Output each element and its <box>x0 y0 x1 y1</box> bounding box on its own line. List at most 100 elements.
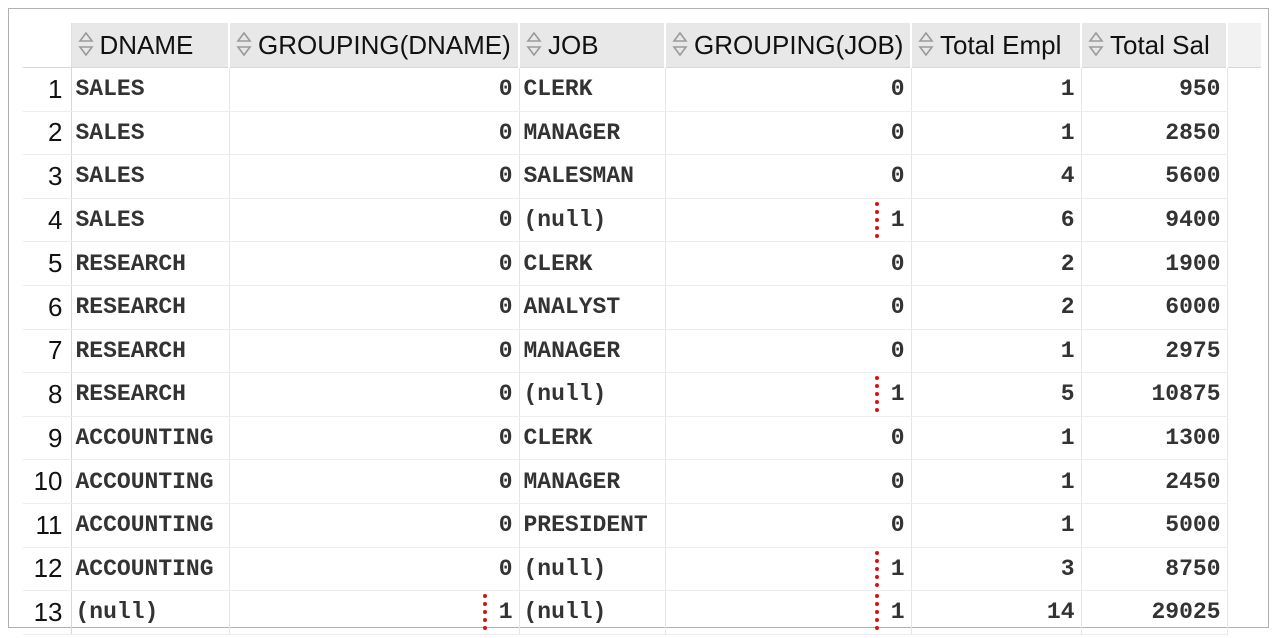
row-number[interactable]: 4 <box>23 198 72 243</box>
cell-grouping-job[interactable]: 1 <box>665 547 912 592</box>
cell-job[interactable]: (null) <box>519 547 666 592</box>
sort-updown-icon[interactable] <box>77 31 94 57</box>
cell-job[interactable]: ANALYST <box>519 285 666 330</box>
cell-job[interactable]: (null) <box>519 590 666 635</box>
cell-grouping-dname[interactable]: 0 <box>229 416 520 461</box>
cell-total-empl[interactable]: 1 <box>911 503 1082 548</box>
cell-grouping-dname[interactable]: 0 <box>229 503 520 548</box>
cell-total-empl[interactable]: 2 <box>911 241 1082 286</box>
cell-total-sal[interactable]: 2850 <box>1081 111 1228 156</box>
row-number[interactable]: 7 <box>23 329 72 374</box>
cell-grouping-dname[interactable]: 0 <box>229 329 520 374</box>
cell-total-sal[interactable]: 2975 <box>1081 329 1228 374</box>
cell-total-sal[interactable]: 1300 <box>1081 416 1228 461</box>
cell-grouping-dname[interactable]: 0 <box>229 154 520 199</box>
cell-total-empl[interactable]: 6 <box>911 198 1082 243</box>
table-row[interactable]: 11 ACCOUNTING 0 PRESIDENT 0 1 5000 <box>23 503 1261 548</box>
table-row[interactable]: 4 SALES 0 (null) 1 6 9400 <box>23 198 1261 243</box>
cell-total-sal[interactable]: 950 <box>1081 67 1228 112</box>
cell-job[interactable]: MANAGER <box>519 459 666 504</box>
cell-total-sal[interactable]: 1900 <box>1081 241 1228 286</box>
sort-updown-icon[interactable] <box>672 31 688 57</box>
row-number[interactable]: 8 <box>23 372 72 417</box>
cell-grouping-dname[interactable]: 0 <box>229 547 520 592</box>
row-number[interactable]: 5 <box>23 241 72 286</box>
cell-total-empl[interactable]: 4 <box>911 154 1082 199</box>
table-row[interactable]: 5 RESEARCH 0 CLERK 0 2 1900 <box>23 241 1261 286</box>
cell-total-empl[interactable]: 5 <box>911 372 1082 417</box>
cell-grouping-job[interactable]: 0 <box>665 67 912 112</box>
cell-grouping-job[interactable]: 0 <box>665 459 912 504</box>
cell-total-empl[interactable]: 14 <box>911 590 1082 635</box>
row-number[interactable]: 13 <box>23 590 72 635</box>
table-row[interactable]: 6 RESEARCH 0 ANALYST 0 2 6000 <box>23 285 1261 330</box>
sort-updown-icon[interactable] <box>526 31 542 57</box>
cell-job[interactable]: SALESMAN <box>519 154 666 199</box>
table-row[interactable]: 9 ACCOUNTING 0 CLERK 0 1 1300 <box>23 416 1261 461</box>
table-row[interactable]: 13 (null) 1 (null) 1 14 29025 <box>23 590 1261 635</box>
cell-total-sal[interactable]: 6000 <box>1081 285 1228 330</box>
row-number[interactable]: 10 <box>23 459 72 504</box>
cell-job[interactable]: (null) <box>519 198 666 243</box>
cell-grouping-dname[interactable]: 1 <box>229 590 520 635</box>
cell-grouping-job[interactable]: 0 <box>665 285 912 330</box>
cell-job[interactable]: CLERK <box>519 67 666 112</box>
cell-total-sal[interactable]: 8750 <box>1081 547 1228 592</box>
row-number[interactable]: 1 <box>23 67 72 112</box>
column-header-job[interactable]: JOB <box>519 23 666 68</box>
cell-dname[interactable]: SALES <box>71 67 230 112</box>
table-row[interactable]: 1 SALES 0 CLERK 0 1 950 <box>23 67 1261 112</box>
row-number[interactable]: 2 <box>23 111 72 156</box>
table-row[interactable]: 7 RESEARCH 0 MANAGER 0 1 2975 <box>23 329 1261 374</box>
table-row[interactable]: 2 SALES 0 MANAGER 0 1 2850 <box>23 111 1261 156</box>
cell-grouping-dname[interactable]: 0 <box>229 111 520 156</box>
cell-total-empl[interactable]: 1 <box>911 111 1082 156</box>
column-header-grouping-dname[interactable]: GROUPING(DNAME) <box>229 23 520 68</box>
cell-dname[interactable]: (null) <box>71 590 230 635</box>
cell-total-empl[interactable]: 1 <box>911 459 1082 504</box>
cell-total-empl[interactable]: 3 <box>911 547 1082 592</box>
cell-grouping-dname[interactable]: 0 <box>229 241 520 286</box>
row-number[interactable]: 11 <box>23 503 72 548</box>
table-row[interactable]: 10 ACCOUNTING 0 MANAGER 0 1 2450 <box>23 459 1261 504</box>
cell-dname[interactable]: ACCOUNTING <box>71 503 230 548</box>
cell-dname[interactable]: ACCOUNTING <box>71 459 230 504</box>
cell-grouping-job[interactable]: 0 <box>665 503 912 548</box>
cell-job[interactable]: CLERK <box>519 241 666 286</box>
cell-total-empl[interactable]: 1 <box>911 67 1082 112</box>
cell-total-sal[interactable]: 29025 <box>1081 590 1228 635</box>
cell-grouping-job[interactable]: 1 <box>665 198 912 243</box>
cell-dname[interactable]: SALES <box>71 111 230 156</box>
cell-job[interactable]: PRESIDENT <box>519 503 666 548</box>
cell-total-sal[interactable]: 2450 <box>1081 459 1228 504</box>
column-header-total-sal[interactable]: Total Sal <box>1081 23 1228 68</box>
sort-updown-icon[interactable] <box>236 31 252 57</box>
cell-grouping-dname[interactable]: 0 <box>229 459 520 504</box>
cell-dname[interactable]: ACCOUNTING <box>71 547 230 592</box>
cell-grouping-job[interactable]: 0 <box>665 154 912 199</box>
sort-updown-icon[interactable] <box>918 31 934 57</box>
cell-total-sal[interactable]: 5600 <box>1081 154 1228 199</box>
cell-dname[interactable]: RESEARCH <box>71 329 230 374</box>
cell-dname[interactable]: RESEARCH <box>71 372 230 417</box>
cell-grouping-job[interactable]: 0 <box>665 416 912 461</box>
row-number[interactable]: 6 <box>23 285 72 330</box>
row-number[interactable]: 12 <box>23 547 72 592</box>
cell-total-sal[interactable]: 9400 <box>1081 198 1228 243</box>
cell-dname[interactable]: RESEARCH <box>71 285 230 330</box>
cell-grouping-job[interactable]: 1 <box>665 372 912 417</box>
row-number[interactable]: 9 <box>23 416 72 461</box>
cell-grouping-job[interactable]: 0 <box>665 241 912 286</box>
row-number[interactable]: 3 <box>23 154 72 199</box>
cell-dname[interactable]: ACCOUNTING <box>71 416 230 461</box>
cell-dname[interactable]: RESEARCH <box>71 241 230 286</box>
cell-dname[interactable]: SALES <box>71 198 230 243</box>
cell-grouping-job[interactable]: 1 <box>665 590 912 635</box>
column-header-dname[interactable]: DNAME <box>71 23 230 68</box>
cell-job[interactable]: CLERK <box>519 416 666 461</box>
cell-total-sal[interactable]: 10875 <box>1081 372 1228 417</box>
sort-updown-icon[interactable] <box>1088 31 1104 57</box>
column-header-total-empl[interactable]: Total Empl <box>911 23 1082 68</box>
cell-dname[interactable]: SALES <box>71 154 230 199</box>
cell-job[interactable]: MANAGER <box>519 111 666 156</box>
